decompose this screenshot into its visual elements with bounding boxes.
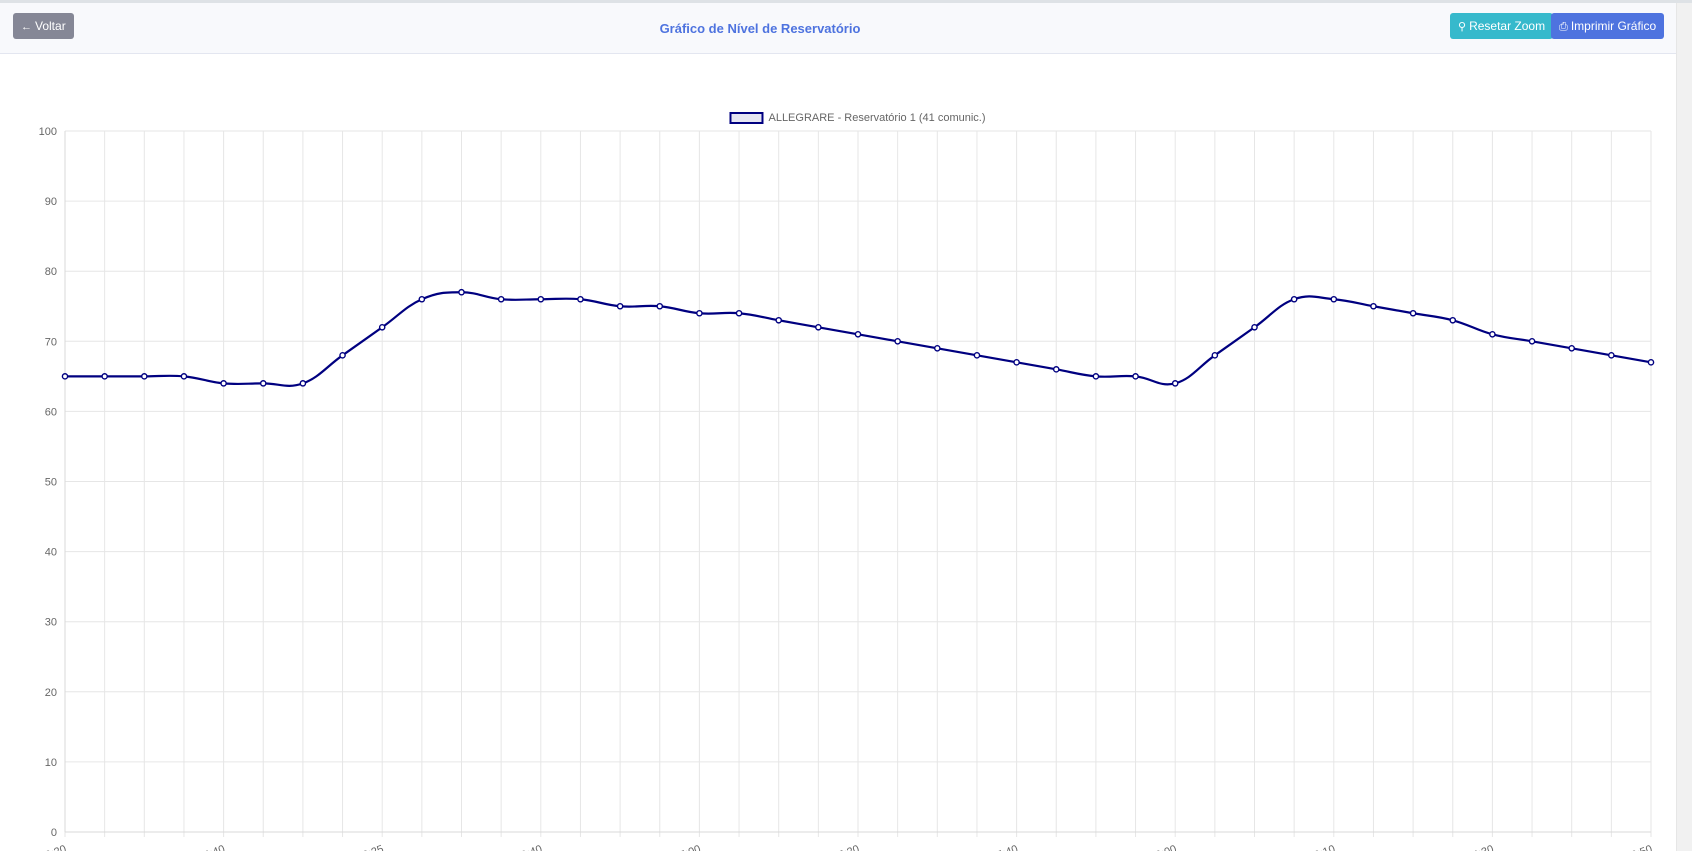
reset-zoom-label: Resetar Zoom bbox=[1469, 19, 1546, 33]
y-axis-ticks: 0 10 20 30 40 50 60 70 80 90 100 bbox=[39, 126, 57, 839]
chart-legend[interactable]: ALLEGRARE - Reservatório 1 (41 comunic.) bbox=[729, 112, 986, 124]
data-point[interactable] bbox=[1052, 366, 1060, 373]
y-tick-label: 80 bbox=[45, 266, 57, 278]
print-chart-button[interactable]: ⎙ Imprimir Gráfico bbox=[1551, 13, 1665, 39]
data-point[interactable] bbox=[696, 309, 703, 317]
print-icon: ⎙ bbox=[1559, 21, 1568, 33]
top-strip bbox=[0, 0, 1692, 3]
data-point[interactable] bbox=[1528, 337, 1536, 345]
data-point[interactable] bbox=[259, 380, 267, 387]
x-tick-label: 0:00 bbox=[1154, 843, 1178, 851]
data-point[interactable] bbox=[101, 373, 108, 380]
data-point[interactable] bbox=[1489, 330, 1496, 338]
chart-grid bbox=[64, 130, 1652, 837]
data-point[interactable] bbox=[1449, 316, 1457, 324]
data-point[interactable] bbox=[775, 316, 783, 324]
y-tick-label: 50 bbox=[45, 477, 57, 489]
series-layer bbox=[61, 288, 1655, 387]
data-point[interactable] bbox=[1290, 295, 1298, 303]
vertical-scrollbar[interactable] bbox=[1676, 3, 1692, 851]
data-point[interactable] bbox=[61, 373, 69, 380]
x-axis-ticks: 0:20 4:40 8:25 9:40 5:00 5:20 5:40 0:00 0:10 4:30… bbox=[44, 843, 1654, 851]
legend-swatch bbox=[729, 112, 764, 124]
x-tick-label: 9:40 bbox=[520, 843, 544, 851]
reset-zoom-button[interactable]: ⚲ Resetar Zoom bbox=[1450, 13, 1554, 39]
data-point[interactable] bbox=[1568, 345, 1575, 352]
y-tick-label: 20 bbox=[45, 687, 57, 699]
data-point[interactable] bbox=[497, 295, 505, 303]
search-icon: ⚲ bbox=[1458, 21, 1467, 33]
data-point[interactable] bbox=[735, 309, 743, 317]
data-point[interactable] bbox=[656, 302, 664, 310]
y-tick-label: 70 bbox=[45, 336, 57, 348]
print-chart-label: Imprimir Gráfico bbox=[1570, 19, 1657, 33]
reservoir-level-chart[interactable]: 0 10 20 30 40 50 60 70 80 90 100 0:20 4:40 8:25 9:40 5… bbox=[0, 54, 1676, 851]
x-tick-label: 0:50 bbox=[1630, 843, 1654, 851]
data-point[interactable] bbox=[815, 323, 822, 331]
data-point[interactable] bbox=[1013, 359, 1020, 366]
data-point[interactable] bbox=[299, 380, 307, 387]
x-tick-label: 5:00 bbox=[678, 843, 702, 851]
x-tick-label: 5:40 bbox=[995, 843, 1019, 851]
data-point[interactable] bbox=[458, 288, 465, 296]
y-tick-label: 0 bbox=[51, 827, 57, 839]
x-tick-label: 4:40 bbox=[202, 843, 226, 851]
x-tick-label: 8:25 bbox=[361, 843, 385, 851]
y-tick-label: 90 bbox=[45, 196, 57, 208]
page-title-container: Gráfico de Nível de Reservatório bbox=[0, 3, 1520, 54]
y-tick-label: 10 bbox=[45, 757, 57, 769]
data-point[interactable] bbox=[1409, 309, 1417, 317]
data-point[interactable] bbox=[616, 302, 624, 310]
y-tick-label: 30 bbox=[45, 617, 57, 629]
arrow-left-icon: ← bbox=[21, 21, 32, 33]
back-button[interactable]: ← Voltar bbox=[13, 13, 74, 39]
data-point[interactable] bbox=[1370, 302, 1377, 310]
data-point[interactable] bbox=[1092, 373, 1100, 380]
data-point[interactable] bbox=[973, 352, 981, 359]
data-point[interactable] bbox=[1132, 373, 1139, 380]
data-point[interactable] bbox=[1330, 295, 1338, 303]
data-point[interactable] bbox=[1171, 380, 1179, 387]
y-tick-label: 100 bbox=[39, 126, 57, 138]
data-point[interactable] bbox=[537, 295, 545, 303]
data-point[interactable] bbox=[1211, 352, 1219, 359]
data-point[interactable] bbox=[220, 380, 227, 387]
page-title: Gráfico de Nível de Reservatório bbox=[659, 21, 861, 36]
data-point[interactable] bbox=[1251, 323, 1258, 331]
x-tick-label: 0:10 bbox=[1313, 843, 1337, 851]
data-point[interactable] bbox=[934, 345, 941, 352]
x-tick-label: 4:30 bbox=[1471, 843, 1495, 851]
page-header bbox=[0, 3, 1676, 54]
x-tick-label: 0:20 bbox=[44, 843, 68, 851]
data-point[interactable] bbox=[894, 337, 901, 345]
data-point[interactable] bbox=[339, 352, 346, 359]
data-point[interactable] bbox=[1647, 359, 1655, 366]
data-point[interactable] bbox=[577, 295, 584, 303]
data-point[interactable] bbox=[180, 373, 188, 380]
y-tick-label: 40 bbox=[45, 547, 57, 559]
x-tick-label: 5:20 bbox=[837, 843, 861, 851]
data-point[interactable] bbox=[1608, 352, 1615, 359]
data-point[interactable] bbox=[140, 373, 148, 380]
y-tick-label: 60 bbox=[45, 406, 57, 418]
data-point[interactable] bbox=[378, 323, 386, 331]
data-point[interactable] bbox=[418, 295, 426, 303]
data-point[interactable] bbox=[854, 330, 862, 338]
back-button-label: Voltar bbox=[35, 19, 66, 33]
legend-label: ALLEGRARE - Reservatório 1 (41 comunic.) bbox=[768, 112, 985, 124]
